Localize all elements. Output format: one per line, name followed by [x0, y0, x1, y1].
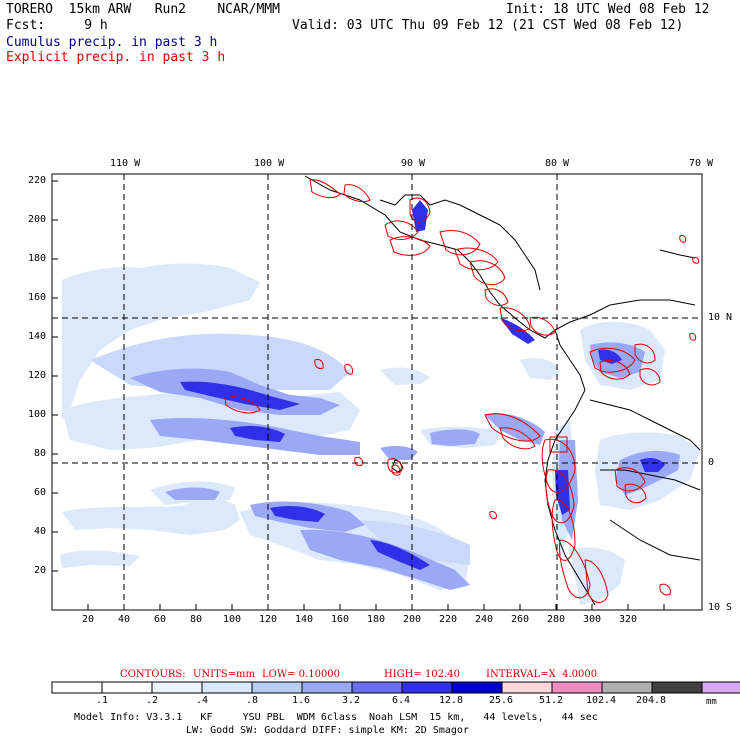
x-tick-label: 120 — [259, 614, 278, 625]
x-tick-label: 20 — [82, 614, 95, 625]
colorbar-label: 25.6 — [488, 695, 514, 706]
colorbar-label: .2 — [145, 695, 159, 706]
model-physics: LW: Godd SW: Goddard DIFF: simple KM: 2D… — [186, 725, 469, 736]
colorbar-swatch — [351, 681, 403, 694]
lon-label-110w: 110 W — [110, 158, 141, 169]
x-tick-label: 300 — [583, 614, 602, 625]
explicit-legend-label: Explicit precip. in past 3 h — [6, 50, 226, 65]
colorbar-swatch — [151, 681, 203, 694]
colorbar-swatch — [651, 681, 703, 694]
x-tick-label: 60 — [154, 614, 167, 625]
colorbar-unit: mm — [706, 697, 717, 707]
colorbar-label: .1 — [95, 695, 109, 706]
init-time: Init: 18 UTC Wed 08 Feb 12 — [506, 2, 710, 17]
colorbar-label: .8 — [245, 695, 259, 706]
y-tick-label: 40 — [34, 526, 47, 537]
colorbar-label: 1.6 — [291, 695, 311, 706]
contour-title: CONTOURS: — [120, 669, 186, 680]
x-tick-label: 220 — [439, 614, 458, 625]
colorbar-swatch — [551, 681, 603, 694]
x-tick-label: 260 — [511, 614, 530, 625]
lat-label-10s: 10 S — [708, 602, 733, 613]
y-tick-label: 100 — [28, 409, 47, 420]
y-tick-label: 60 — [34, 487, 47, 498]
y-tick-label: 180 — [28, 253, 47, 264]
x-tick-label: 40 — [118, 614, 131, 625]
colorbar-label: 204.8 — [635, 695, 667, 706]
colorbar-swatch — [101, 681, 153, 694]
y-tick-label: 140 — [28, 331, 47, 342]
colorbar-swatch — [301, 681, 353, 694]
colorbar — [51, 681, 740, 694]
x-tick-label: 140 — [295, 614, 314, 625]
explicit-precip-contours — [224, 179, 700, 603]
colorbar-swatch — [451, 681, 503, 694]
colorbar-label: 102.4 — [585, 695, 617, 706]
lon-label-80w: 80 W — [545, 158, 570, 169]
latlon-grid — [52, 174, 702, 610]
colorbar-swatch — [401, 681, 453, 694]
y-tick-label: 220 — [28, 175, 47, 186]
map-frame — [51, 173, 703, 611]
colorbar-label: 51.2 — [538, 695, 564, 706]
y-tick-label: 120 — [28, 370, 47, 381]
y-tick-label: 160 — [28, 292, 47, 303]
x-tick-label: 100 — [223, 614, 242, 625]
valid-time: Valid: 03 UTC Thu 09 Feb 12 (21 CST Wed … — [292, 18, 684, 33]
y-tick-label: 20 — [34, 565, 47, 576]
run-title: TORERO 15km ARW Run2 NCAR/MMM — [6, 2, 280, 17]
lon-label-90w: 90 W — [401, 158, 426, 169]
cumulus-legend-label: Cumulus precip. in past 3 h — [6, 35, 218, 50]
colorbar-swatch — [51, 681, 103, 694]
axis-ticks — [52, 180, 665, 610]
colorbar-label: 12.8 — [438, 695, 464, 706]
colorbar-label: 3.2 — [341, 695, 361, 706]
lat-label-10n: 10 N — [708, 312, 733, 323]
contour-units: UNITS=mm — [193, 669, 255, 680]
x-tick-label: 200 — [403, 614, 422, 625]
x-tick-label: 180 — [367, 614, 386, 625]
x-tick-label: 80 — [190, 614, 203, 625]
x-tick-label: 320 — [619, 614, 638, 625]
colorbar-swatch — [251, 681, 303, 694]
x-tick-label: 240 — [475, 614, 494, 625]
colorbar-label: 6.4 — [391, 695, 411, 706]
colorbar-swatch — [601, 681, 653, 694]
y-tick-label: 200 — [28, 214, 47, 225]
contour-interval: INTERVAL=X 4.0000 — [486, 669, 598, 680]
colorbar-swatch — [201, 681, 253, 694]
contour-high: HIGH= 102.40 — [384, 669, 460, 680]
x-tick-label: 160 — [331, 614, 350, 625]
contour-low: LOW= 0.10000 — [262, 669, 341, 680]
x-tick-label: 280 — [547, 614, 566, 625]
colorbar-swatch — [701, 681, 740, 694]
lon-label-100w: 100 W — [254, 158, 285, 169]
colorbar-label: .4 — [195, 695, 209, 706]
colorbar-swatch — [501, 681, 553, 694]
lon-label-70w: 70 W — [689, 158, 714, 169]
lat-label-0: 0 — [708, 457, 715, 468]
forecast-hour: Fcst: 9 h — [6, 18, 108, 33]
model-info: Model Info: V3.3.1 KF YSU PBL WDM 6class… — [74, 712, 598, 723]
y-tick-label: 80 — [34, 448, 47, 459]
